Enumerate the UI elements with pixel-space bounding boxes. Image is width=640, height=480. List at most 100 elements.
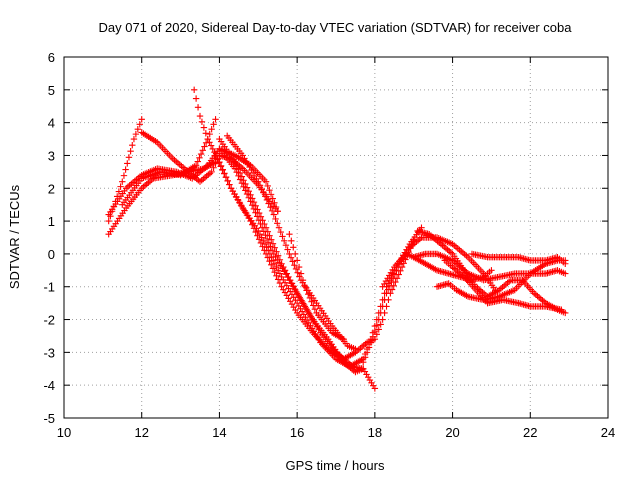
data-point [224, 177, 231, 185]
data-point [205, 171, 212, 178]
data-point [235, 172, 242, 180]
data-point [447, 249, 455, 256]
data-point [210, 121, 217, 128]
data-point [562, 309, 569, 317]
data-point [110, 203, 117, 210]
data-point [249, 221, 256, 228]
data-point [290, 244, 297, 251]
data-point [259, 243, 266, 250]
data-point [212, 160, 219, 167]
data-point [247, 198, 254, 205]
data-point [271, 268, 278, 276]
data-point [233, 169, 240, 176]
data-point [260, 189, 267, 196]
data-point [268, 207, 276, 215]
data-point [340, 336, 347, 343]
data-point [255, 178, 262, 185]
data-point [266, 186, 273, 194]
data-point [108, 208, 116, 215]
data-point [201, 143, 208, 150]
data-point [264, 182, 271, 190]
x-tick-label: 20 [445, 425, 459, 440]
data-point [271, 260, 279, 267]
data-point [369, 333, 377, 340]
data-point [504, 279, 511, 287]
data-point [383, 290, 390, 297]
y-tick-label: -5 [43, 411, 55, 426]
data-point [308, 298, 315, 305]
data-point [418, 224, 425, 231]
data-point [282, 241, 290, 249]
data-point [369, 382, 377, 389]
data-point [138, 116, 145, 123]
data-point [414, 237, 422, 244]
data-point [366, 376, 374, 384]
data-point [198, 118, 206, 126]
data-point [129, 141, 136, 149]
data-point [305, 291, 312, 298]
data-point [113, 193, 121, 200]
data-point [134, 126, 142, 133]
data-point [532, 291, 540, 298]
data-point [252, 228, 259, 236]
data-point [258, 185, 265, 193]
x-tick-label: 22 [523, 425, 537, 440]
data-point [132, 130, 140, 138]
data-point [365, 344, 373, 351]
data-point [360, 365, 367, 372]
data-point [243, 190, 251, 198]
data-point [217, 163, 224, 170]
data-point [388, 278, 395, 286]
data-point [231, 165, 239, 172]
data-point [377, 309, 384, 317]
data-point [558, 306, 565, 313]
data-point [488, 267, 495, 274]
data-point [363, 349, 371, 356]
y-tick-label: 3 [48, 148, 55, 163]
data-point [220, 170, 228, 177]
data-point [242, 187, 249, 194]
data-point [141, 182, 149, 189]
data-point [190, 86, 198, 94]
data-point [371, 327, 379, 335]
data-point [206, 170, 214, 177]
data-point [240, 183, 247, 191]
data-point [272, 215, 279, 223]
data-point [505, 278, 513, 285]
data-point [255, 236, 263, 243]
data-point [145, 179, 152, 186]
data-point [215, 159, 223, 166]
data-point [274, 208, 281, 215]
data-point [301, 283, 309, 290]
data-point [199, 147, 206, 154]
data-point [210, 164, 217, 171]
series-track-3 [105, 116, 145, 225]
x-axis-label: GPS time / hours [286, 458, 385, 473]
series-track-17 [468, 250, 569, 267]
data-point [117, 183, 124, 190]
data-point [214, 155, 221, 163]
data-point [293, 257, 301, 264]
data-point [194, 158, 201, 165]
data-point [267, 191, 275, 198]
data-point [535, 294, 543, 301]
data-point [442, 245, 450, 252]
data-point [209, 145, 216, 153]
data-point [211, 148, 218, 156]
data-point [208, 126, 215, 133]
x-tick-label: 18 [368, 425, 382, 440]
data-point [146, 178, 154, 185]
data-point [226, 181, 233, 188]
data-point [236, 176, 244, 183]
chart-title: Day 071 of 2020, Sidereal Day-to-day VTE… [98, 20, 572, 35]
data-point [258, 224, 266, 231]
data-point [266, 258, 273, 265]
data-point [112, 198, 119, 205]
data-point [222, 174, 230, 181]
data-point [286, 250, 293, 258]
data-point [192, 162, 200, 169]
data-point [201, 174, 209, 181]
data-point [204, 135, 211, 143]
data-point [207, 142, 215, 149]
data-point [439, 242, 446, 249]
